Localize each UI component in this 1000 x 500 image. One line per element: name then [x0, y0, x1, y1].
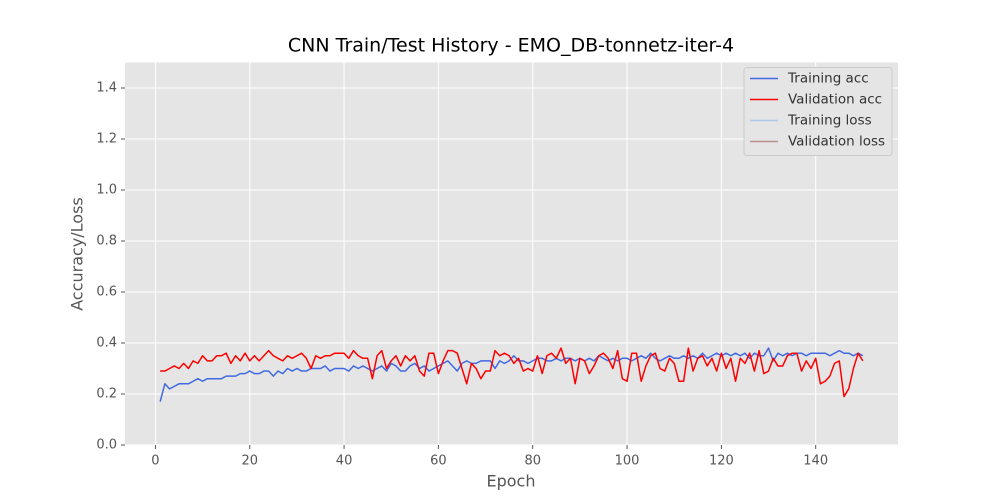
y-tick-label: 0.6 — [96, 285, 117, 300]
x-tick-label: 80 — [524, 454, 541, 469]
x-axis-label: Epoch — [487, 472, 536, 491]
legend: Training acc Validation acc Training loss V… — [743, 67, 893, 156]
legend-box — [743, 67, 893, 156]
legend-label: Training loss — [787, 113, 872, 129]
x-tick-label: 0 — [151, 454, 159, 469]
chart-title: CNN Train/Test History - EMO_DB-tonnetz-… — [288, 35, 734, 57]
x-tick-label: 40 — [336, 454, 353, 469]
y-tick-label: 1.4 — [96, 81, 117, 96]
y-tick-label: 0.8 — [96, 234, 117, 249]
x-tick-label: 100 — [615, 454, 640, 469]
legend-label: Validation acc — [788, 92, 882, 108]
y-tick-label: 0.0 — [96, 438, 117, 453]
x-tick-label: 120 — [709, 454, 734, 469]
legend-label: Training acc — [787, 71, 869, 87]
y-axis-label: Accuracy/Loss — [68, 197, 87, 311]
series-line — [160, 347, 864, 398]
x-tick-label: 140 — [803, 454, 828, 469]
y-tick-label: 0.4 — [96, 336, 117, 351]
y-tick-label: 1.2 — [96, 132, 117, 147]
x-tick-label: 60 — [430, 454, 447, 469]
y-tick-label: 0.2 — [96, 387, 117, 402]
x-tick-label: 20 — [241, 454, 258, 469]
legend-label: Validation loss — [788, 134, 885, 150]
y-tick-label: 1.0 — [96, 183, 117, 198]
